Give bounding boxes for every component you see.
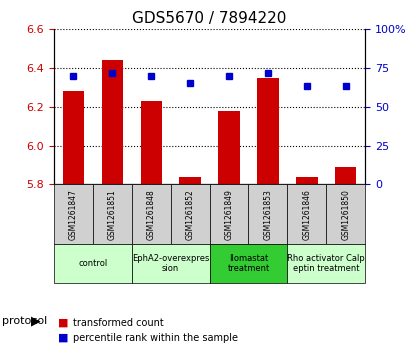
FancyBboxPatch shape xyxy=(287,244,365,283)
Text: percentile rank within the sample: percentile rank within the sample xyxy=(73,333,238,343)
Text: GSM1261847: GSM1261847 xyxy=(69,189,78,240)
Title: GDS5670 / 7894220: GDS5670 / 7894220 xyxy=(132,12,287,26)
Bar xyxy=(141,101,162,184)
Text: GSM1261851: GSM1261851 xyxy=(108,189,117,240)
Bar xyxy=(63,91,84,184)
FancyBboxPatch shape xyxy=(54,184,93,244)
Text: GSM1261849: GSM1261849 xyxy=(225,189,234,240)
Text: Rho activator Calp
eptin treatment: Rho activator Calp eptin treatment xyxy=(288,254,365,273)
FancyBboxPatch shape xyxy=(210,184,249,244)
Text: transformed count: transformed count xyxy=(73,318,164,328)
FancyBboxPatch shape xyxy=(132,244,210,283)
Text: GSM1261848: GSM1261848 xyxy=(147,189,156,240)
Bar xyxy=(296,176,317,184)
Text: control: control xyxy=(78,259,107,268)
Bar xyxy=(218,111,240,184)
Bar xyxy=(179,176,201,184)
Text: ■: ■ xyxy=(58,318,68,328)
FancyBboxPatch shape xyxy=(326,184,365,244)
Text: GSM1261853: GSM1261853 xyxy=(264,189,272,240)
Bar xyxy=(335,167,356,184)
Text: GSM1261850: GSM1261850 xyxy=(341,189,350,240)
FancyBboxPatch shape xyxy=(132,184,171,244)
FancyBboxPatch shape xyxy=(287,184,326,244)
Text: Ilomastat
treatment: Ilomastat treatment xyxy=(227,254,270,273)
FancyBboxPatch shape xyxy=(249,184,287,244)
Text: ■: ■ xyxy=(58,333,68,343)
FancyBboxPatch shape xyxy=(54,244,132,283)
Text: EphA2-overexpres
sion: EphA2-overexpres sion xyxy=(132,254,209,273)
Text: GSM1261852: GSM1261852 xyxy=(186,189,195,240)
FancyBboxPatch shape xyxy=(171,184,210,244)
Text: protocol: protocol xyxy=(2,316,47,326)
Bar xyxy=(102,60,123,184)
Text: ▶: ▶ xyxy=(31,315,41,328)
Text: GSM1261846: GSM1261846 xyxy=(303,189,311,240)
Bar xyxy=(257,78,278,184)
FancyBboxPatch shape xyxy=(210,244,287,283)
FancyBboxPatch shape xyxy=(93,184,132,244)
